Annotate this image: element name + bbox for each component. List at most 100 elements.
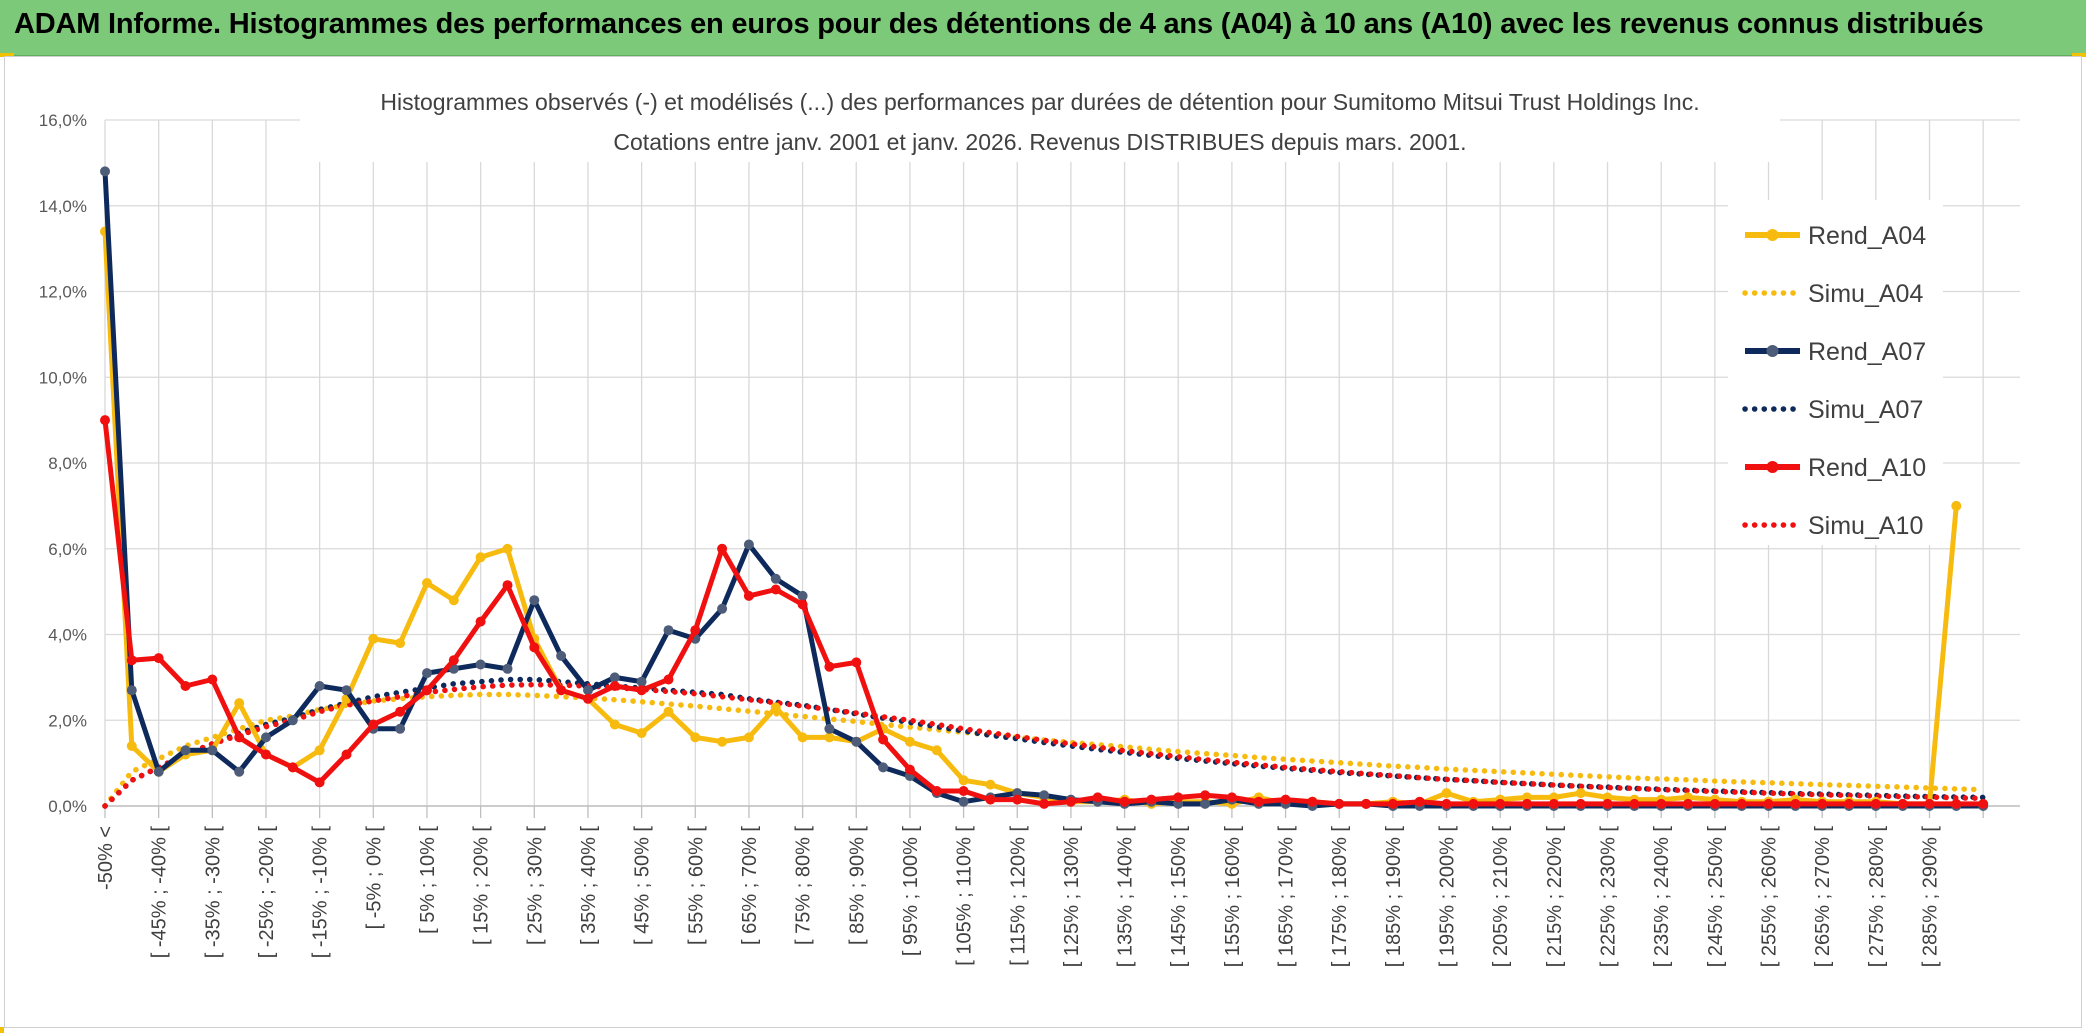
legend-item-simu-a10: Simu_A10 — [1742, 512, 1923, 540]
x-tick-label: [ -35% ; -30% [ — [202, 826, 224, 959]
data-point — [180, 681, 191, 691]
data-point — [368, 719, 379, 730]
data-point — [395, 638, 406, 649]
data-point — [126, 685, 137, 696]
data-point — [1119, 796, 1130, 807]
data-point — [153, 653, 164, 664]
data-point — [1414, 796, 1425, 807]
data-point — [556, 650, 567, 661]
legend-item-simu-a07: Simu_A07 — [1742, 396, 1923, 424]
data-point — [583, 693, 593, 704]
data-point — [1844, 798, 1854, 809]
data-point — [1092, 792, 1103, 803]
y-tick-label: 8,0% — [48, 454, 87, 473]
data-point — [743, 539, 754, 550]
x-tick-label: [ 35% ; 40% [ — [578, 826, 600, 945]
data-point — [1039, 798, 1050, 809]
data-point — [180, 745, 191, 756]
data-point — [1253, 796, 1264, 807]
x-tick-label: [ 45% ; 50% [ — [632, 826, 654, 945]
x-tick-label: [ -15% ; -10% [ — [310, 826, 332, 959]
data-point — [717, 543, 728, 554]
legend-background — [1728, 200, 1943, 545]
data-point — [1522, 798, 1532, 809]
data-point — [1978, 798, 1989, 809]
data-point — [1763, 798, 1774, 809]
data-point — [985, 779, 996, 790]
data-point — [663, 674, 674, 685]
legend-item-simu-a04: Simu_A04 — [1742, 280, 1923, 308]
x-tick-label: [ 25% ; 30% [ — [524, 826, 546, 945]
corner-accent-bottom-left — [0, 1027, 4, 1033]
data-point — [1575, 788, 1586, 799]
x-tick-label: [ 135% ; 140% [ — [1115, 826, 1137, 968]
data-point — [395, 706, 406, 717]
x-tick-label: [ 275% ; 280% [ — [1866, 826, 1888, 968]
data-point — [502, 663, 513, 674]
data-point — [636, 728, 647, 739]
x-tick-label: [ 215% ; 220% [ — [1544, 826, 1566, 968]
x-tick-label: [ 145% ; 150% [ — [1168, 826, 1190, 968]
series-line — [102, 419, 1984, 807]
y-tick-label: 14,0% — [39, 197, 87, 216]
y-tick-label: 4,0% — [48, 626, 87, 645]
data-point — [1012, 794, 1023, 805]
data-point — [448, 595, 459, 606]
data-point — [475, 659, 486, 670]
data-point — [1629, 798, 1640, 809]
title-background — [300, 82, 1780, 162]
y-tick-label: 16,0% — [39, 111, 87, 130]
data-point — [1307, 796, 1318, 807]
data-point — [529, 595, 540, 606]
data-point — [636, 685, 647, 696]
legend-label: Simu_A10 — [1808, 512, 1923, 540]
data-point — [1200, 790, 1211, 801]
x-tick-label: [ 65% ; 70% [ — [739, 826, 761, 945]
data-point — [904, 764, 915, 775]
data-point — [797, 732, 808, 743]
data-point — [422, 668, 432, 679]
data-point — [448, 655, 459, 666]
x-tick-label: [ 15% ; 20% [ — [471, 826, 493, 945]
data-point — [314, 745, 325, 756]
data-point — [1200, 798, 1211, 809]
data-point — [663, 706, 674, 717]
x-axis: -50% < [ -45% ; -40% [[ -35% ; -30% [[ -2… — [95, 805, 2020, 968]
data-point — [797, 599, 808, 610]
data-point — [743, 590, 754, 601]
data-point — [1790, 798, 1801, 809]
data-point — [1226, 792, 1237, 803]
data-point — [1441, 788, 1452, 799]
series-simu-a10 — [102, 681, 1986, 809]
data-point — [475, 616, 486, 627]
data-point — [636, 676, 647, 687]
data-point — [341, 749, 352, 760]
data-point — [395, 723, 406, 734]
series-lines — [100, 166, 1989, 811]
data-point — [1468, 798, 1479, 809]
data-point — [529, 642, 540, 653]
data-point — [1924, 798, 1935, 809]
x-tick-label: [ 85% ; 90% [ — [846, 826, 868, 945]
data-point — [1146, 794, 1157, 805]
legend-item-rend-a04: Rend_A04 — [1745, 222, 1926, 250]
x-tick-label: [ 55% ; 60% [ — [685, 826, 707, 945]
report-title: ADAM Informe. Histogrammes des performan… — [14, 8, 1984, 40]
x-tick-label: [ 185% ; 190% [ — [1383, 826, 1405, 968]
data-point — [609, 672, 620, 683]
chart-frame — [4, 56, 2082, 1028]
data-point — [126, 655, 137, 666]
data-point — [904, 736, 915, 747]
data-point — [743, 732, 754, 743]
x-tick-label: [ 105% ; 110% [ — [954, 826, 976, 966]
data-point — [1548, 798, 1559, 809]
data-point — [422, 578, 432, 588]
x-tick-label: [ 235% ; 240% [ — [1651, 826, 1673, 968]
data-point — [207, 674, 218, 685]
data-point — [985, 794, 996, 805]
data-point — [314, 681, 325, 691]
data-point — [1683, 798, 1693, 809]
x-tick-label: [ 165% ; 170% [ — [1276, 826, 1298, 968]
data-point — [475, 552, 486, 563]
